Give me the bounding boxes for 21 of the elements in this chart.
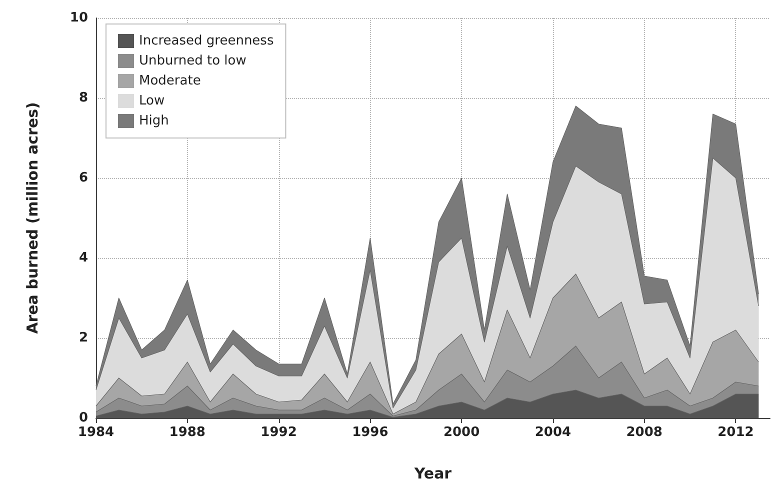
y-tick-label: 0 (78, 410, 88, 426)
legend-label: Unburned to low (139, 54, 247, 68)
x-tick-label: 2000 (443, 425, 480, 440)
x-tick-label: 2012 (718, 425, 754, 440)
y-tick-label: 2 (78, 330, 88, 346)
y-axis-title: Area burned (million acres) (24, 102, 42, 334)
legend-label: High (139, 114, 169, 128)
y-tick-label: 6 (78, 170, 88, 186)
legend-label: Increased greenness (139, 34, 274, 48)
legend-label: Low (139, 94, 165, 108)
x-tick-label: 1984 (78, 425, 114, 440)
legend-label: Moderate (139, 74, 201, 88)
x-tick-label: 1996 (352, 425, 388, 440)
y-tick-label: 10 (70, 10, 88, 26)
x-tick-label: 1992 (260, 425, 297, 440)
x-tick-label: 1988 (169, 425, 206, 440)
x-axis-title: Year (413, 464, 452, 482)
y-tick-label: 4 (78, 250, 88, 266)
y-tick-label: 8 (78, 90, 88, 106)
x-tick-label: 2008 (626, 425, 662, 440)
x-tick-label: 2004 (534, 425, 572, 440)
